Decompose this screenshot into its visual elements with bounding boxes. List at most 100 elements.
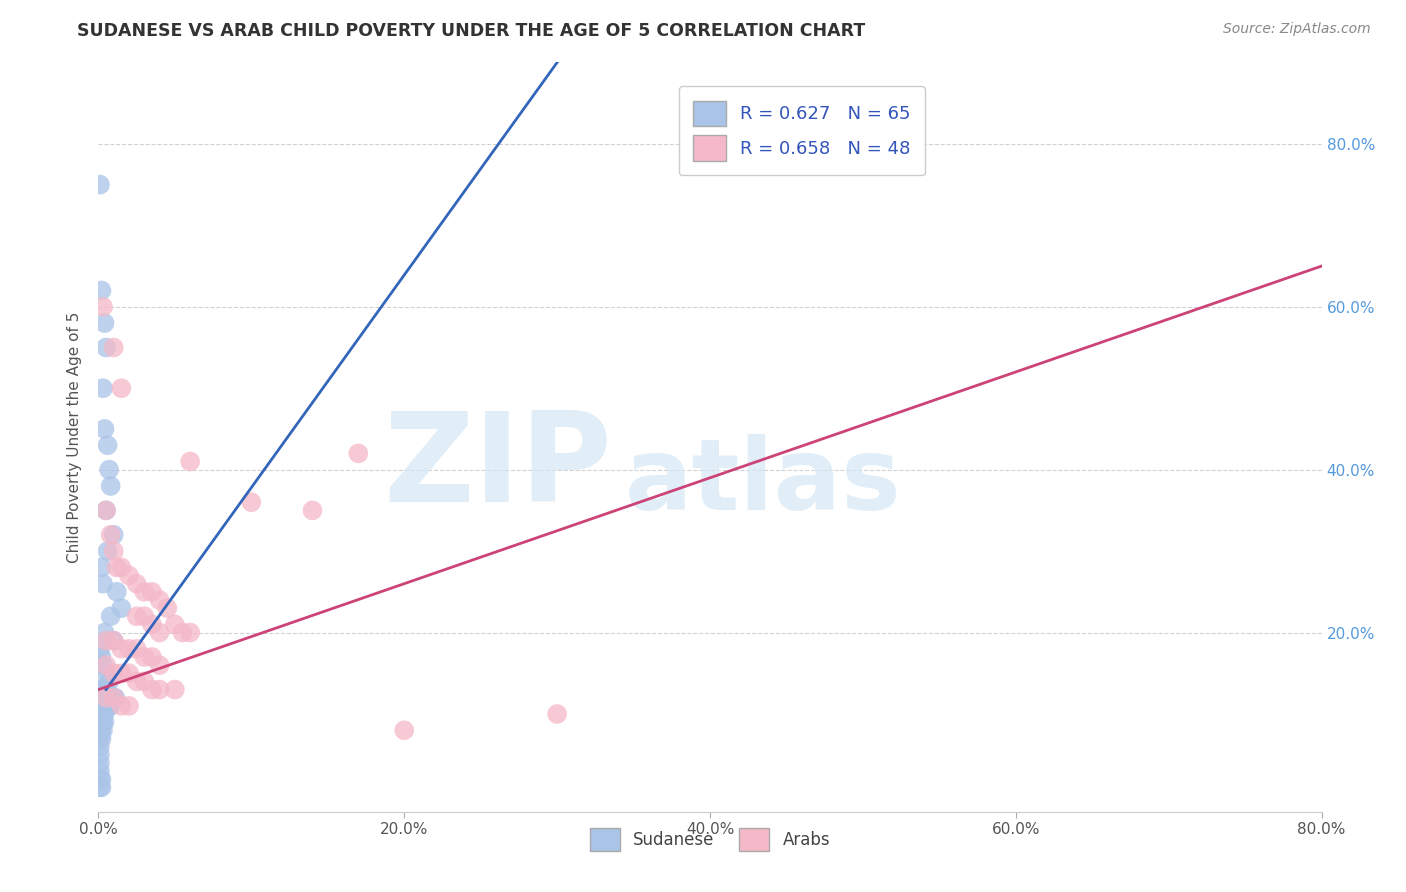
Point xyxy=(97,544,120,558)
Point xyxy=(89,739,111,754)
Point xyxy=(89,764,111,778)
Point xyxy=(90,682,112,697)
Point xyxy=(91,715,114,730)
Point xyxy=(125,674,148,689)
Point xyxy=(347,446,370,460)
Point xyxy=(90,715,112,730)
Point xyxy=(93,698,115,713)
Text: ZIP: ZIP xyxy=(384,407,612,527)
Point xyxy=(103,690,125,705)
Point xyxy=(89,641,111,656)
Point xyxy=(93,422,115,436)
Point xyxy=(94,658,117,673)
Point xyxy=(149,625,172,640)
Point xyxy=(90,560,112,574)
Point xyxy=(89,731,111,746)
Point xyxy=(118,568,141,582)
Point xyxy=(97,690,120,705)
Point xyxy=(94,666,117,681)
Point xyxy=(89,706,111,721)
Point xyxy=(90,780,112,795)
Point xyxy=(103,528,125,542)
Point xyxy=(91,381,114,395)
Point xyxy=(240,495,263,509)
Point xyxy=(134,609,156,624)
Point xyxy=(134,584,156,599)
Point xyxy=(546,706,568,721)
Point xyxy=(97,438,120,452)
Point xyxy=(134,650,156,665)
Point xyxy=(134,674,156,689)
Point xyxy=(97,698,120,713)
Point xyxy=(100,528,122,542)
Point xyxy=(118,666,141,681)
Point xyxy=(90,772,112,786)
Point xyxy=(100,698,122,713)
Point xyxy=(93,715,115,730)
Point xyxy=(149,593,172,607)
Y-axis label: Child Poverty Under the Age of 5: Child Poverty Under the Age of 5 xyxy=(67,311,83,563)
Point xyxy=(118,698,141,713)
Point xyxy=(103,544,125,558)
Point xyxy=(179,454,201,468)
Point xyxy=(93,682,115,697)
Point xyxy=(98,674,121,689)
Point xyxy=(125,609,148,624)
Point xyxy=(90,706,112,721)
Point xyxy=(100,690,122,705)
Point xyxy=(163,617,186,632)
Text: SUDANESE VS ARAB CHILD POVERTY UNDER THE AGE OF 5 CORRELATION CHART: SUDANESE VS ARAB CHILD POVERTY UNDER THE… xyxy=(77,22,866,40)
Point xyxy=(100,479,122,493)
Point xyxy=(89,747,111,762)
Point xyxy=(149,682,172,697)
Point xyxy=(93,316,115,330)
Point xyxy=(141,584,163,599)
Point xyxy=(110,560,132,574)
Point xyxy=(94,503,117,517)
Point xyxy=(141,682,163,697)
Point xyxy=(91,682,114,697)
Point xyxy=(179,625,201,640)
Point xyxy=(110,601,132,615)
Point xyxy=(90,731,112,746)
Point xyxy=(89,756,111,770)
Point xyxy=(110,381,132,395)
Point xyxy=(110,641,132,656)
Point xyxy=(98,690,121,705)
Point xyxy=(90,650,112,665)
Point xyxy=(103,690,125,705)
Point xyxy=(90,723,112,738)
Point xyxy=(91,698,114,713)
Point xyxy=(110,666,132,681)
Point xyxy=(89,698,111,713)
Point xyxy=(89,780,111,795)
Point xyxy=(118,641,141,656)
Point xyxy=(94,698,117,713)
Point xyxy=(91,723,114,738)
Text: Source: ZipAtlas.com: Source: ZipAtlas.com xyxy=(1223,22,1371,37)
Legend: Sudanese, Arabs: Sudanese, Arabs xyxy=(581,820,839,860)
Point xyxy=(103,633,125,648)
Point xyxy=(141,650,163,665)
Point xyxy=(149,658,172,673)
Point xyxy=(89,178,111,192)
Point xyxy=(93,706,115,721)
Text: atlas: atlas xyxy=(624,434,901,531)
Point xyxy=(104,690,127,705)
Point xyxy=(94,503,117,517)
Point xyxy=(101,690,124,705)
Point xyxy=(91,706,114,721)
Point xyxy=(89,682,111,697)
Point xyxy=(89,715,111,730)
Point xyxy=(103,633,125,648)
Point xyxy=(98,463,121,477)
Point xyxy=(163,682,186,697)
Point xyxy=(110,698,132,713)
Point xyxy=(94,341,117,355)
Point xyxy=(103,666,125,681)
Point xyxy=(125,576,148,591)
Point xyxy=(89,772,111,786)
Point xyxy=(90,284,112,298)
Point xyxy=(89,723,111,738)
Point xyxy=(94,633,117,648)
